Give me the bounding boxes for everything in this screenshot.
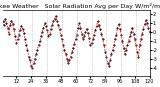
Title: Milwaukee Weather   Solar Radiation Avg per Day W/m²/minute: Milwaukee Weather Solar Radiation Avg pe… [0,3,160,9]
